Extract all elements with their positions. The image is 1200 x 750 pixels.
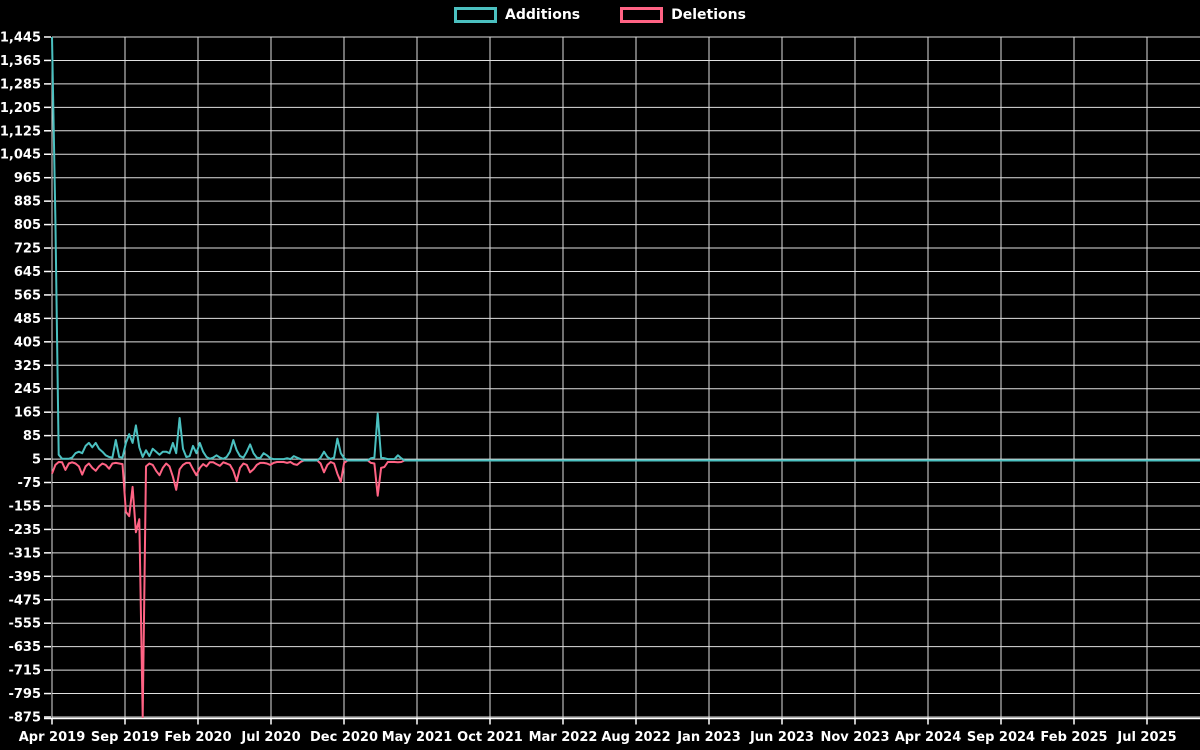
- deletions-line: [51, 459, 1200, 718]
- x-tick-label: Aug 2022: [601, 730, 670, 745]
- y-tick-label: 1,125: [0, 124, 41, 139]
- additions-line: [51, 36, 1200, 462]
- y-tick-label: -875: [8, 711, 41, 726]
- y-tick-label: -155: [8, 499, 41, 514]
- x-tick-label: Mar 2022: [529, 730, 598, 745]
- x-tick-label: Jul 2025: [1116, 730, 1176, 745]
- y-tick-label: 325: [14, 359, 41, 374]
- x-tick-label: Sep 2024: [967, 730, 1035, 745]
- y-tick-label: -635: [8, 640, 41, 655]
- x-tick-label: Apr 2024: [895, 730, 962, 745]
- y-tick-label: 1,365: [0, 54, 41, 69]
- y-tick-label: -795: [8, 687, 41, 702]
- y-tick-label: -475: [8, 593, 41, 608]
- deletions-swatch-icon: [620, 7, 664, 23]
- x-tick-label: Nov 2023: [821, 730, 890, 745]
- x-tick-label: Oct 2021: [457, 730, 523, 745]
- y-tick-label: 245: [14, 382, 41, 397]
- legend-label-additions: Additions: [505, 7, 581, 23]
- y-tick-label: -715: [8, 664, 41, 679]
- y-tick-label: 165: [14, 406, 41, 421]
- x-tick-label: Apr 2019: [19, 730, 86, 745]
- y-tick-label: 885: [14, 195, 41, 210]
- x-tick-label: Jan 2023: [676, 730, 741, 745]
- y-tick-label: -395: [8, 570, 41, 585]
- x-tick-label: Sep 2019: [91, 730, 159, 745]
- y-tick-label: -315: [8, 546, 41, 561]
- y-tick-label: 1,205: [0, 101, 41, 116]
- x-tick-label: May 2021: [382, 730, 453, 745]
- additions-swatch-icon: [454, 7, 498, 23]
- y-tick-label: 645: [14, 265, 41, 280]
- x-tick-label: Dec 2020: [310, 730, 378, 745]
- y-tick-label: 565: [14, 288, 41, 303]
- y-tick-label: -235: [8, 523, 41, 538]
- y-tick-label: 805: [14, 218, 41, 233]
- y-tick-label: 85: [23, 429, 41, 444]
- y-tick-label: 1,045: [0, 148, 41, 163]
- x-tick-label: Feb 2025: [1040, 730, 1107, 745]
- y-tick-label: 1,445: [0, 31, 41, 46]
- chart-legend: Additions Deletions: [0, 7, 1200, 23]
- legend-label-deletions: Deletions: [671, 7, 746, 23]
- legend-item-additions[interactable]: Additions: [454, 7, 580, 23]
- y-tick-label: 485: [14, 312, 41, 327]
- y-tick-label: -555: [8, 617, 41, 632]
- y-tick-label: 1,285: [0, 77, 41, 92]
- x-tick-label: Jul 2020: [240, 730, 300, 745]
- x-tick-label: Feb 2020: [164, 730, 231, 745]
- y-tick-label: -75: [18, 476, 42, 491]
- y-tick-label: 405: [14, 335, 41, 350]
- y-tick-label: 965: [14, 171, 41, 186]
- y-tick-label: 725: [14, 242, 41, 257]
- x-tick-label: Jun 2023: [749, 730, 814, 745]
- legend-item-deletions[interactable]: Deletions: [620, 7, 746, 23]
- y-tick-label: 5: [32, 453, 41, 468]
